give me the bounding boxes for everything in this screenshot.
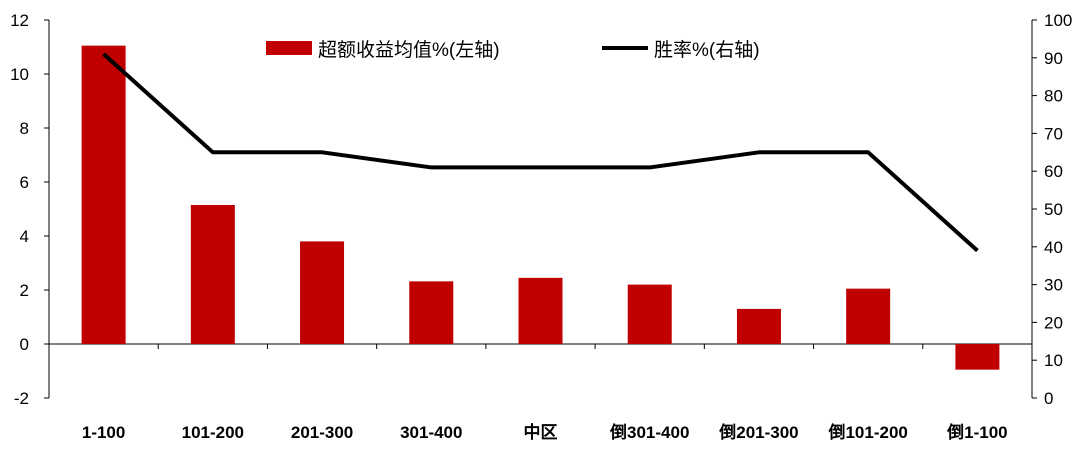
category-label: 301-400 [400,423,462,442]
line-layer [102,52,979,253]
bar [955,344,1000,370]
axes-layer: -2 0 2 4 6 8 10 12 0 10 20 30 40 50 60 70 80 90 100 [10,11,1072,408]
bar [846,288,891,344]
legend-line-label: 胜率%(右轴) [654,39,760,61]
left-tick-label: -2 [14,389,29,408]
right-tick-label: 70 [1044,124,1063,143]
category-label: 倒201-300 [718,423,798,442]
right-tick-label: 90 [1044,49,1063,68]
right-tick-label: 40 [1044,238,1063,257]
right-tick-label: 100 [1044,11,1072,30]
category-label: 倒301-400 [609,423,689,442]
left-tick-label: 0 [20,335,29,354]
bar [736,308,781,344]
bar [81,45,126,345]
category-label: 中区 [524,422,558,442]
bar [300,241,345,344]
right-tick-label: 20 [1044,313,1063,332]
bar [518,277,563,344]
right-tick-label: 10 [1044,351,1063,370]
legend: 超额收益均值%(左轴) 胜率%(右轴) [266,39,760,61]
bar [409,281,454,344]
left-tick-label: 6 [20,173,29,192]
category-label: 201-300 [291,423,353,442]
left-tick-label: 2 [20,281,29,300]
right-tick-label: 50 [1044,200,1063,219]
category-label: 101-200 [182,423,244,442]
bar [190,204,235,344]
right-tick-label: 30 [1044,276,1063,295]
left-tick-label: 8 [20,119,29,138]
left-tick-label: 4 [20,227,29,246]
win-rate-line [102,52,979,253]
left-tick-label: 10 [10,65,29,84]
bar [627,284,672,344]
right-tick-label: 80 [1044,87,1063,106]
legend-bar-label: 超额收益均值%(左轴) [318,39,500,61]
left-tick-label: 12 [10,11,29,30]
labels-layer: 1-100 101-200 201-300 301-400 中区 倒301-400 倒201… [82,422,1008,442]
category-label: 1-100 [82,423,125,442]
legend-bar-swatch [266,41,312,55]
bars-layer [81,45,1000,370]
category-label: 倒101-200 [827,423,907,442]
right-tick-label: 60 [1044,162,1063,181]
category-label: 倒1-100 [946,423,1007,442]
right-tick-label: 0 [1044,389,1053,408]
